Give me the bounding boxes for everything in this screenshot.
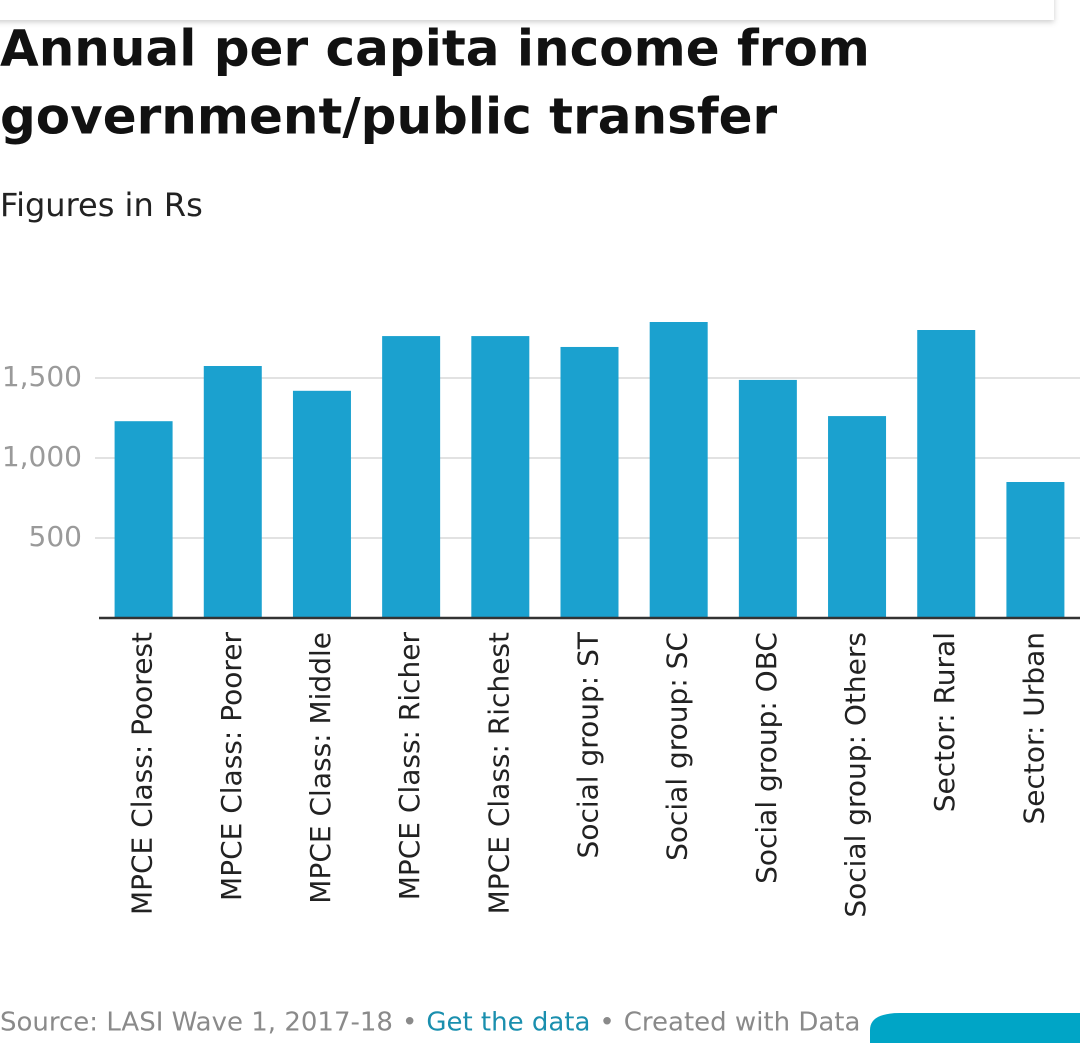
x-tick-label: MPCE Class: Richer (393, 632, 426, 901)
bar (649, 322, 708, 618)
x-tick-label: Sector: Urban (1017, 632, 1050, 825)
footer-text: • (402, 1008, 417, 1038)
bar (382, 336, 441, 618)
bar (114, 421, 173, 618)
footer-text: • (599, 1008, 614, 1038)
bar (203, 366, 262, 618)
chart-title: Annual per capita income from (0, 20, 870, 78)
top-card (0, 0, 1054, 20)
bar (828, 416, 887, 618)
x-tick-label: MPCE Class: Richest (482, 632, 515, 914)
x-tick-label: Social group: ST (572, 631, 605, 858)
x-tick-label: Sector: Rural (928, 632, 961, 812)
y-tick-label: 1,500 (2, 360, 82, 393)
bar (738, 379, 797, 618)
footer-badge (870, 1013, 1080, 1043)
bar (560, 346, 619, 618)
get-data-link[interactable]: Get the data (426, 1008, 590, 1038)
x-tick-label: Social group: Others (839, 632, 872, 918)
footer-text: Created with Data (624, 1008, 861, 1038)
chart-subtitle: Figures in Rs (0, 186, 203, 224)
x-tick-label: Social group: SC (661, 632, 694, 861)
x-tick-label: MPCE Class: Poorer (215, 632, 248, 901)
x-tick-label: Social group: OBC (750, 632, 783, 884)
footer-text: Source: LASI Wave 1, 2017-18 (0, 1008, 393, 1038)
bar (917, 330, 976, 618)
y-tick-label: 500 (29, 520, 82, 553)
chart-title: government/public transfer (0, 88, 777, 146)
x-tick-label: MPCE Class: Middle (304, 632, 337, 904)
y-tick-label: 1,000 (2, 440, 82, 473)
bar (1006, 482, 1065, 618)
x-tick-label: MPCE Class: Poorest (126, 632, 159, 915)
bar (292, 390, 351, 618)
bar (471, 336, 530, 618)
